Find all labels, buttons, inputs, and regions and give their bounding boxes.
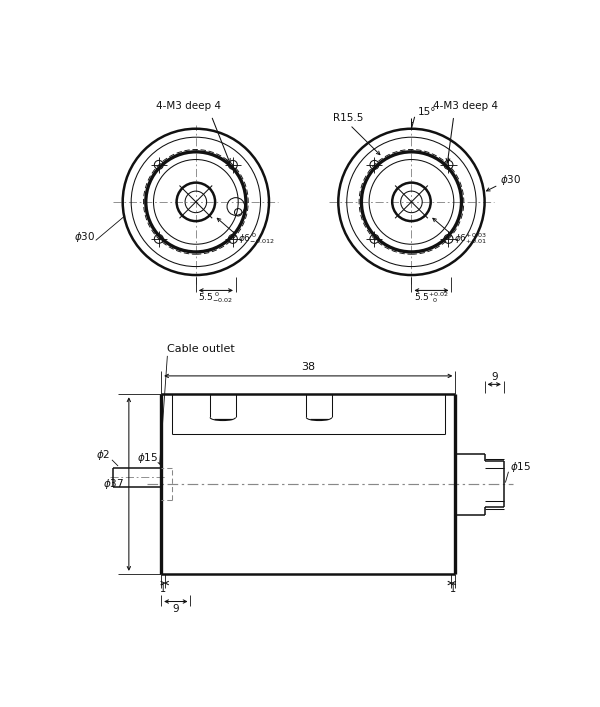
Text: 4-M3 deep 4: 4-M3 deep 4: [155, 102, 221, 112]
Text: 38: 38: [301, 362, 316, 372]
Text: 1: 1: [450, 584, 456, 595]
Text: Cable outlet: Cable outlet: [167, 344, 235, 354]
Text: $\phi$6$^{+0.03}_{+0.01}$: $\phi$6$^{+0.03}_{+0.01}$: [454, 231, 487, 247]
Text: 4-M3 deep 4: 4-M3 deep 4: [433, 102, 498, 112]
Text: 9: 9: [491, 372, 497, 382]
Text: $\phi$30: $\phi$30: [500, 173, 521, 187]
Text: $\phi$2: $\phi$2: [96, 448, 110, 462]
Text: 5.5$^{+0.02}_{\ \ 0}$: 5.5$^{+0.02}_{\ \ 0}$: [414, 290, 449, 305]
Text: $\phi$37: $\phi$37: [103, 477, 124, 491]
Text: $\phi$15: $\phi$15: [510, 460, 531, 474]
Text: $\phi$30: $\phi$30: [74, 230, 96, 245]
Text: 5.5$^{\ 0}_{-0.02}$: 5.5$^{\ 0}_{-0.02}$: [199, 290, 233, 305]
Text: $\phi$6$^{\ 0}_{-0.012}$: $\phi$6$^{\ 0}_{-0.012}$: [238, 231, 275, 247]
Text: $\phi$15: $\phi$15: [137, 450, 158, 464]
Text: 15°: 15°: [418, 107, 436, 117]
Text: 9: 9: [173, 604, 179, 614]
Text: 1: 1: [160, 584, 166, 595]
Text: R15.5: R15.5: [333, 113, 363, 123]
